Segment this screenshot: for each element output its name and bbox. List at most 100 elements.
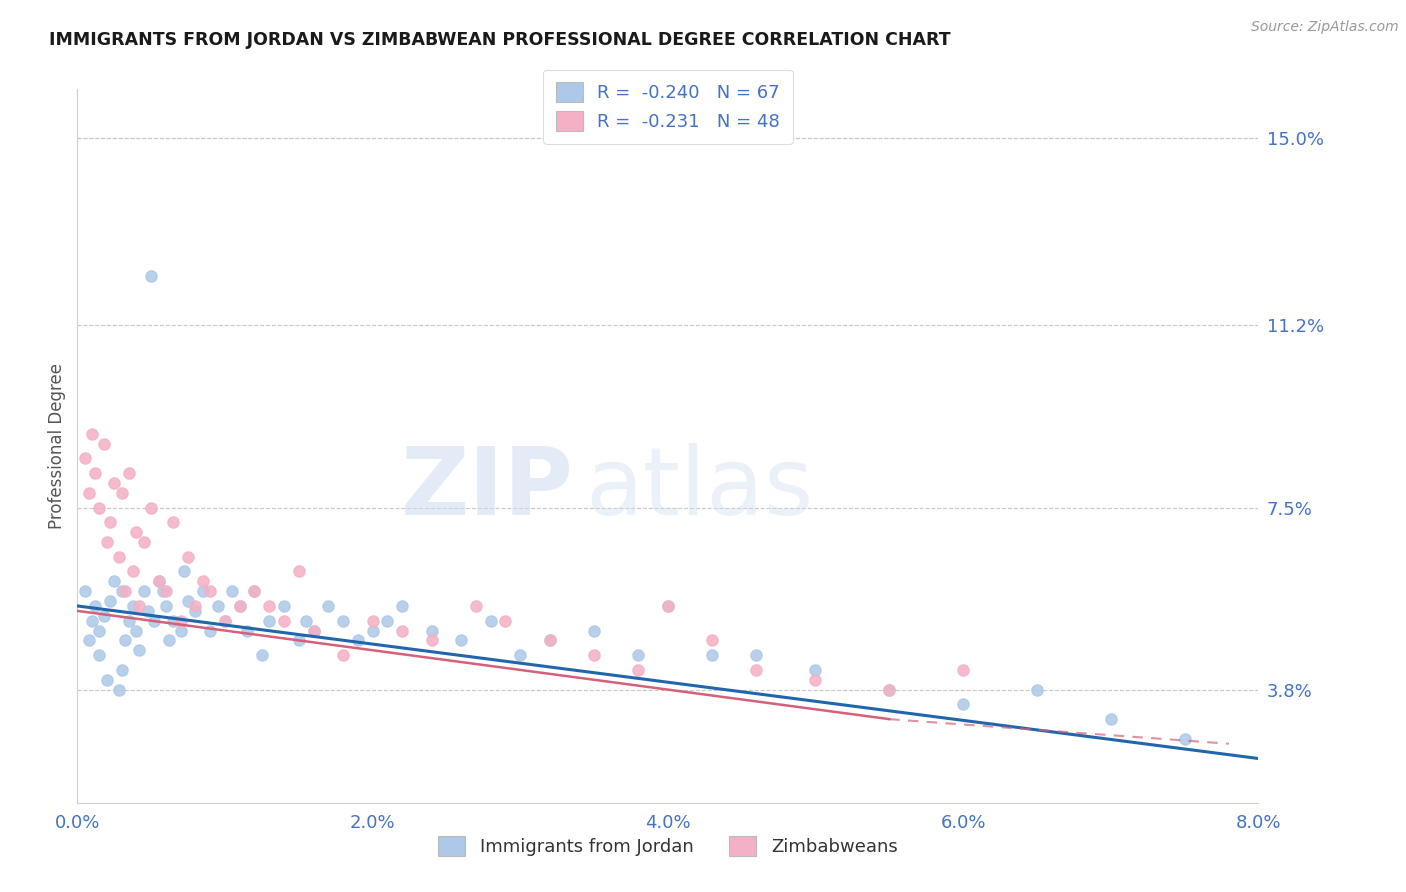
Point [702, 633, 724, 648]
Point [184, 604, 207, 618]
Point [93, 436, 115, 450]
Point [89, 500, 111, 515]
Point [804, 663, 827, 677]
Point [495, 614, 517, 628]
Point [89, 648, 111, 662]
Point [583, 648, 606, 662]
Point [118, 614, 141, 628]
Point [332, 614, 354, 628]
Point [128, 599, 150, 613]
Point [98, 594, 121, 608]
Point [111, 584, 132, 599]
Point [96, 673, 118, 687]
Point [332, 648, 354, 662]
Point [391, 624, 413, 638]
Point [702, 648, 724, 662]
Text: Source: ZipAtlas.com: Source: ZipAtlas.com [1251, 20, 1399, 34]
Point [169, 624, 191, 638]
Point [288, 633, 311, 648]
Point [96, 535, 118, 549]
Point [184, 599, 207, 613]
Point [509, 648, 531, 662]
Point [879, 682, 901, 697]
Point [627, 648, 650, 662]
Point [122, 599, 145, 613]
Point [155, 599, 177, 613]
Point [98, 516, 121, 530]
Point [77, 485, 100, 500]
Point [302, 624, 325, 638]
Point [361, 614, 384, 628]
Point [148, 574, 170, 589]
Point [538, 633, 561, 648]
Point [479, 614, 502, 628]
Point [745, 663, 768, 677]
Point [207, 599, 229, 613]
Point [111, 485, 132, 500]
Point [107, 549, 129, 564]
Point [465, 599, 488, 613]
Legend: Immigrants from Jordan, Zimbabweans: Immigrants from Jordan, Zimbabweans [429, 827, 907, 865]
Point [1099, 712, 1122, 726]
Point [420, 624, 443, 638]
Point [132, 584, 155, 599]
Point [952, 663, 974, 677]
Point [952, 698, 974, 712]
Point [538, 633, 561, 648]
Point [377, 614, 399, 628]
Point [250, 648, 273, 662]
Point [243, 584, 266, 599]
Point [346, 633, 368, 648]
Point [1026, 682, 1049, 697]
Point [420, 633, 443, 648]
Point [318, 599, 340, 613]
Point [221, 584, 243, 599]
Point [391, 599, 413, 613]
Point [122, 565, 145, 579]
Point [132, 535, 155, 549]
Point [804, 673, 827, 687]
Point [128, 643, 150, 657]
Point [361, 624, 384, 638]
Point [169, 614, 191, 628]
Point [114, 633, 136, 648]
Point [125, 624, 148, 638]
Point [152, 584, 174, 599]
Point [745, 648, 768, 662]
Point [136, 604, 159, 618]
Point [82, 426, 104, 441]
Point [173, 565, 195, 579]
Text: atlas: atlas [585, 442, 814, 535]
Point [200, 624, 222, 638]
Point [288, 565, 311, 579]
Point [273, 614, 295, 628]
Point [214, 614, 236, 628]
Point [273, 599, 295, 613]
Point [141, 269, 163, 284]
Text: ZIP: ZIP [401, 442, 574, 535]
Point [583, 624, 606, 638]
Point [200, 584, 222, 599]
Point [191, 584, 214, 599]
Point [107, 682, 129, 697]
Point [236, 624, 259, 638]
Point [177, 594, 200, 608]
Point [157, 633, 180, 648]
Point [259, 614, 281, 628]
Point [450, 633, 472, 648]
Point [228, 599, 252, 613]
Point [259, 599, 281, 613]
Point [118, 466, 141, 480]
Point [295, 614, 318, 628]
Point [82, 614, 104, 628]
Point [84, 599, 107, 613]
Point [879, 682, 901, 697]
Point [191, 574, 214, 589]
Point [111, 663, 132, 677]
Point [627, 663, 650, 677]
Point [84, 466, 107, 480]
Point [103, 574, 125, 589]
Point [177, 549, 200, 564]
Point [1174, 731, 1197, 746]
Point [243, 584, 266, 599]
